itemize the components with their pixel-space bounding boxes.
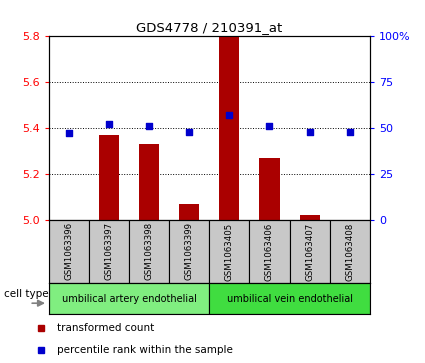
Bar [289,220,330,283]
Bar [209,283,370,314]
Text: GSM1063396: GSM1063396 [65,222,74,281]
Point [226,112,233,118]
Point [146,123,153,129]
Point [266,123,273,129]
Bar [139,144,159,220]
Text: umbilical vein endothelial: umbilical vein endothelial [227,294,352,303]
Point [106,121,113,127]
Bar [249,220,289,283]
Text: transformed count: transformed count [57,323,154,333]
Bar [49,220,89,283]
Point [306,129,313,135]
Text: GSM1063408: GSM1063408 [345,222,354,281]
Bar [219,36,239,220]
Text: GSM1063406: GSM1063406 [265,222,274,281]
Bar [209,220,249,283]
Bar [169,220,209,283]
Text: GSM1063399: GSM1063399 [185,223,194,280]
Bar [179,204,199,220]
Bar [300,215,320,220]
Bar [330,220,370,283]
Point [186,129,193,135]
Point [346,129,353,135]
Title: GDS4778 / 210391_at: GDS4778 / 210391_at [136,21,283,34]
Bar [259,158,280,220]
Text: GSM1063397: GSM1063397 [105,222,113,281]
Text: GSM1063398: GSM1063398 [144,222,154,281]
Text: cell type: cell type [4,289,48,299]
Bar [129,220,169,283]
Bar [89,220,129,283]
Text: percentile rank within the sample: percentile rank within the sample [57,344,232,355]
Text: umbilical artery endothelial: umbilical artery endothelial [62,294,196,303]
Point [65,131,72,136]
Text: GSM1063405: GSM1063405 [225,222,234,281]
Bar [99,135,119,220]
Text: GSM1063407: GSM1063407 [305,222,314,281]
Bar [49,283,209,314]
